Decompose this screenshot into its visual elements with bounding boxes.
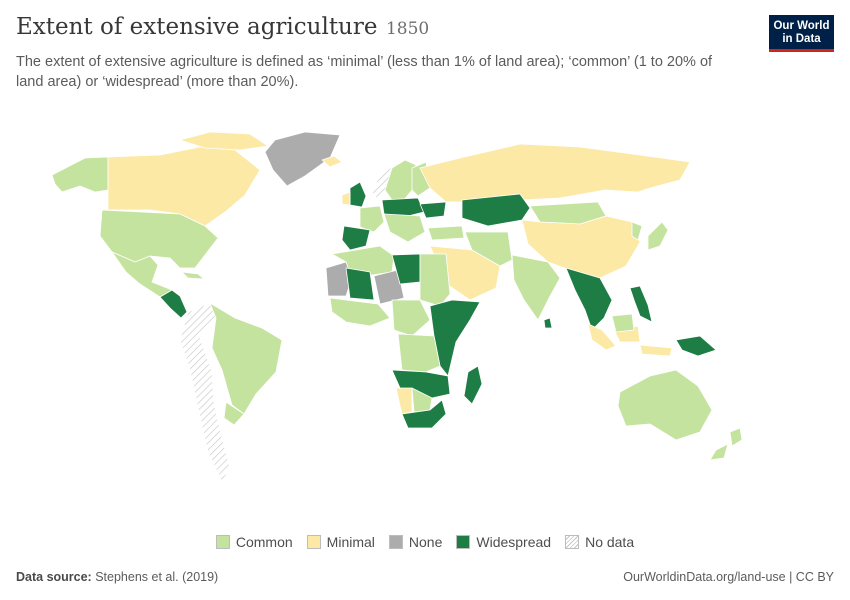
region-paraguay-uruguay[interactable] [223,401,245,426]
data-source-label: Data source: [16,570,92,584]
region-australia[interactable] [617,369,713,441]
legend-swatch-no-data [565,535,580,549]
region-central-africa[interactable] [391,299,431,337]
legend-label: Common [235,534,293,550]
region-madagascar[interactable] [463,365,483,405]
logo-line-2: in Data [782,33,821,45]
region-canada-arctic-islands[interactable] [179,131,269,151]
region-canada[interactable] [107,146,261,227]
region-new-zealand[interactable] [709,427,743,461]
data-source-value: Stephens et al. (2019) [95,570,219,584]
data-source: Data source: Stephens et al. (2019) [16,570,218,584]
region-egypt-sudan[interactable] [419,253,451,307]
legend-swatch-minimal [306,535,321,549]
region-new-guinea[interactable] [675,335,717,357]
chart-subtitle: The extent of extensive agriculture is d… [16,54,713,90]
legend-item-minimal[interactable]: Minimal [306,534,375,550]
source-link[interactable]: OurWorldinData.org/land-use | CC BY [623,570,834,584]
region-uk[interactable] [349,181,367,208]
region-china[interactable] [521,215,641,279]
owid-logo[interactable]: Our World in Data [769,15,834,52]
region-ireland[interactable] [341,191,351,206]
legend-label: Widespread [476,534,552,550]
region-ukraine[interactable] [419,201,447,219]
region-indonesia[interactable] [587,323,673,357]
chart-title: Extent of extensive agriculture [16,14,378,40]
region-iceland[interactable] [321,155,343,168]
region-west-africa[interactable] [329,297,391,327]
region-russia[interactable] [419,143,691,203]
region-brazil[interactable] [209,302,283,415]
region-germany-poland[interactable] [381,197,425,219]
legend-label: Minimal [326,534,375,550]
logo-line-1: Our World [773,20,830,32]
region-southeast-asia[interactable] [565,267,613,331]
region-sri-lanka[interactable] [543,317,553,329]
region-japan[interactable] [647,221,669,251]
region-namibia[interactable] [395,387,413,415]
legend-label: None [408,534,443,550]
legend-label: No data [585,534,635,550]
legend-swatch-common [215,535,230,549]
region-sahara-west[interactable] [345,267,375,301]
region-alaska[interactable] [51,156,109,193]
region-central-america[interactable] [159,289,188,319]
region-france[interactable] [359,205,385,233]
legend-item-no-data[interactable]: No data [565,534,634,550]
region-norway-nodata[interactable] [371,167,393,201]
region-iberia[interactable] [341,225,371,251]
legend-item-common[interactable]: Common [215,534,293,550]
legend-item-none[interactable]: None [388,534,443,550]
region-niger-chad-none[interactable] [373,269,405,305]
region-kazakhstan[interactable] [461,193,531,227]
region-philippines[interactable] [629,285,653,323]
legend-swatch-none [388,535,403,549]
map-legend: Common Minimal None Widespread No data [0,534,850,550]
region-cuba[interactable] [181,271,205,280]
chart-year: 1850 [385,19,430,39]
region-korea[interactable] [631,221,643,241]
region-andes-nodata[interactable] [179,302,231,483]
region-congo[interactable] [397,333,441,373]
legend-item-widespread[interactable]: Widespread [456,534,551,550]
region-iran-afghanistan[interactable] [464,231,513,267]
region-turkey[interactable] [427,225,465,241]
region-greenland[interactable] [264,131,341,187]
region-southern-africa[interactable] [401,399,447,429]
region-borneo[interactable] [611,313,635,333]
region-india[interactable] [511,254,561,321]
region-balkans-italy[interactable] [383,213,426,243]
region-mexico[interactable] [111,251,173,298]
world-map[interactable] [0,120,850,530]
legend-swatch-widespread [456,535,471,549]
chart-title-block: Extent of extensive agriculture 1850 [16,14,429,40]
